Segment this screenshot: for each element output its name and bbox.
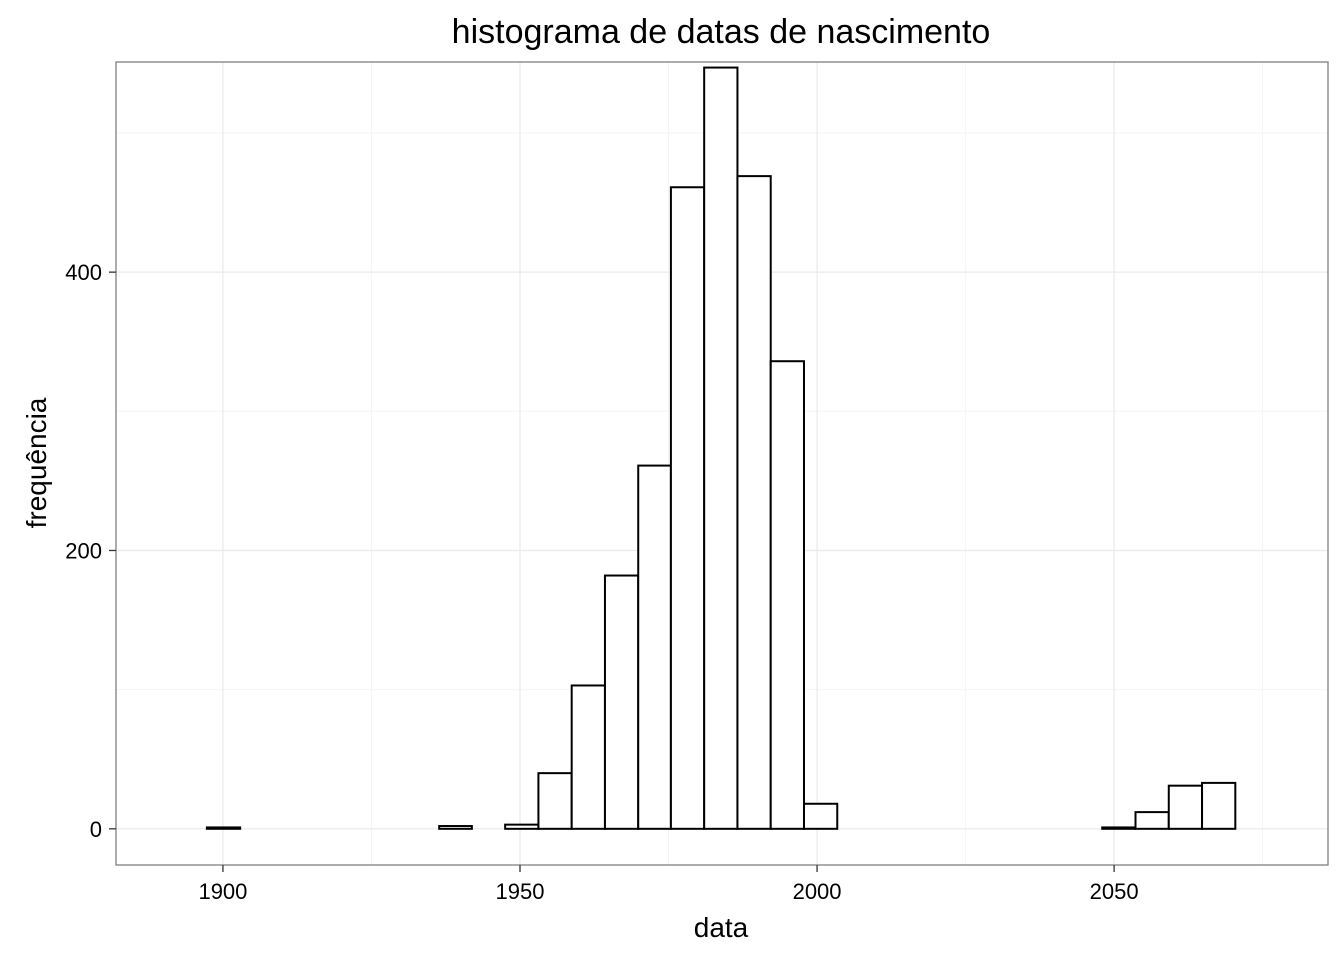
- histogram-bar: [1101, 826, 1137, 830]
- y-axis-title: frequência: [21, 397, 52, 528]
- x-tick-label: 2000: [793, 879, 842, 904]
- histogram-bar: [703, 66, 739, 830]
- x-tick-label: 1900: [198, 879, 247, 904]
- histogram-bar: [1134, 811, 1170, 830]
- x-axis: 1900 1950 2000 2050: [198, 865, 1139, 904]
- histogram-bar: [769, 360, 805, 830]
- chart-title: histograma de datas de nascimento: [452, 13, 991, 51]
- histogram-bar: [1167, 784, 1204, 830]
- plot-panel-border: [115, 61, 1329, 866]
- x-axis-title: data: [694, 912, 749, 943]
- histogram-bar: [504, 823, 540, 830]
- y-axis: 0 200 400: [65, 260, 116, 842]
- histogram-bar: [570, 684, 606, 830]
- y-tick-label: 0: [90, 817, 102, 842]
- histogram-bar: [603, 574, 640, 830]
- histogram-bar: [736, 175, 772, 830]
- histogram-bar: [205, 826, 242, 830]
- y-tick-label: 400: [65, 260, 102, 285]
- histogram-bar: [637, 464, 672, 830]
- histogram-bar: [1201, 781, 1237, 830]
- histogram-bars: [205, 66, 1237, 830]
- histogram-bar: [669, 186, 706, 830]
- histogram-bar: [537, 772, 573, 830]
- x-tick-label: 2050: [1090, 879, 1139, 904]
- y-tick-label: 200: [65, 538, 102, 563]
- histogram-bar: [438, 825, 473, 830]
- histogram-bar: [802, 802, 839, 830]
- x-tick-label: 1950: [496, 879, 545, 904]
